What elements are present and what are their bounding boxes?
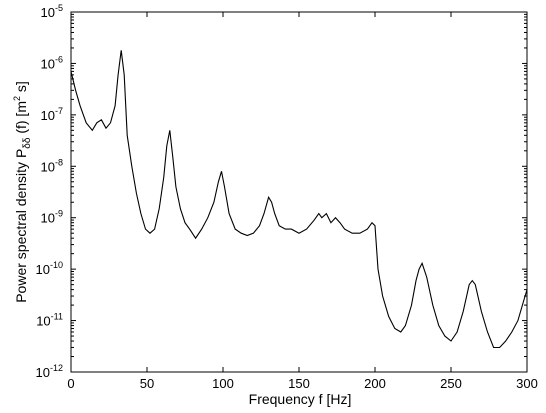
y-axis-ticks: 10-12 10-11 10-10 10-9 10-8 10-7 10-6 10-5	[36, 3, 527, 380]
x-axis-label: Frequency f [Hz]	[249, 391, 352, 407]
y-tick-label: 10-8	[41, 157, 63, 174]
x-axis-ticks: 0 50 100 150 200 250 300	[67, 12, 538, 391]
psd-series-line	[70, 50, 528, 349]
y-tick-label: 10-6	[41, 54, 63, 71]
plot-area	[70, 11, 528, 373]
y-tick-label: 10-9	[41, 209, 63, 226]
x-tick-label: 100	[212, 376, 234, 391]
x-tick-label: 150	[288, 376, 310, 391]
y-tick-label: 10-12	[36, 363, 63, 380]
y-tick-label: 10-5	[41, 3, 63, 20]
y-tick-label: 10-10	[36, 260, 63, 277]
y-tick-label: 10-11	[36, 312, 63, 329]
x-tick-label: 0	[67, 376, 74, 391]
x-tick-label: 200	[364, 376, 386, 391]
x-tick-label: 300	[516, 376, 538, 391]
x-tick-label: 250	[440, 376, 462, 391]
y-tick-label: 10-7	[41, 106, 63, 123]
x-tick-label: 50	[140, 376, 154, 391]
y-axis-label: Power spectral density Pδδ (f) [m2 s]	[12, 81, 33, 303]
